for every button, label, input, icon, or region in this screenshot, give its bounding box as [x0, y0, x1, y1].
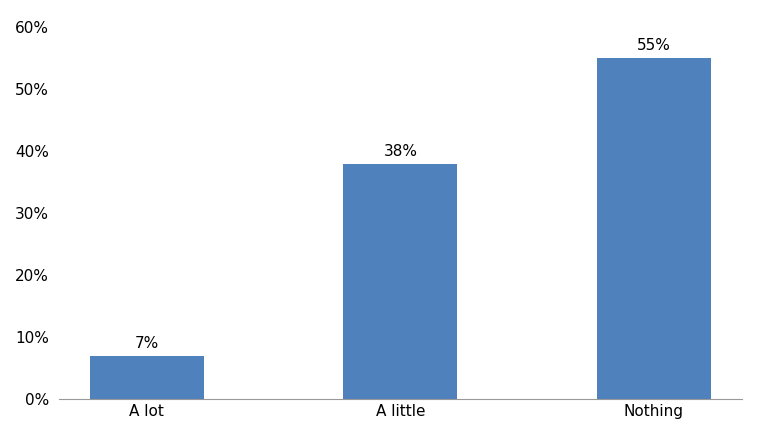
- Text: 7%: 7%: [135, 336, 159, 351]
- Bar: [344, 164, 457, 399]
- Bar: [90, 356, 204, 399]
- Text: 55%: 55%: [637, 39, 671, 53]
- Bar: [597, 58, 711, 399]
- Text: 38%: 38%: [383, 144, 417, 159]
